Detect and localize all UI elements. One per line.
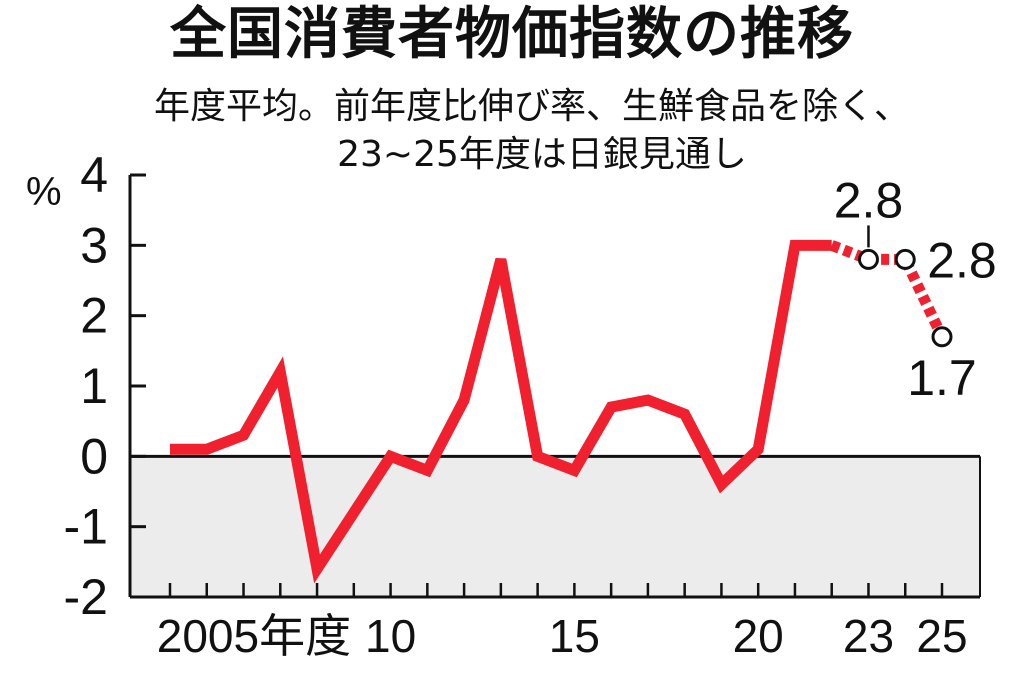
x-tick-label: 2005年度 [157, 610, 351, 662]
y-tick-label: -2 [64, 569, 108, 625]
y-tick-label: 4 [80, 147, 108, 203]
negative-region-shading [130, 456, 980, 597]
forecast-series-line [829, 240, 947, 340]
y-axis-unit: % [26, 170, 62, 214]
annotation-label: 2.8 [927, 232, 997, 288]
y-tick-label: 1 [80, 358, 108, 414]
x-tick-label: 10 [365, 610, 416, 662]
chart-title: 全国消費者物価指数の推移 [170, 2, 854, 67]
forecast-point-marker [857, 248, 879, 270]
x-tick-label: 15 [549, 610, 600, 662]
forecast-point-marker [894, 248, 916, 270]
x-tick-label: 23 [843, 610, 894, 662]
annotation-label: 1.7 [907, 350, 977, 406]
chart-subtitle-line-2: 23~25年度は日銀見通し [337, 134, 747, 175]
x-tick-label: 25 [916, 610, 967, 662]
forecast-point-marker [931, 326, 953, 348]
y-tick-label: 3 [80, 217, 108, 273]
actual-series-line [170, 239, 832, 584]
y-tick-label: 0 [80, 428, 108, 484]
chart-subtitle-line-1: 年度平均。前年度比伸び率、生鮮食品を除く、 [153, 86, 910, 127]
y-tick-label: -1 [64, 499, 108, 555]
annotation-label: 2.8 [834, 172, 904, 228]
y-tick-label: 2 [80, 288, 108, 344]
x-tick-label: 20 [733, 610, 784, 662]
